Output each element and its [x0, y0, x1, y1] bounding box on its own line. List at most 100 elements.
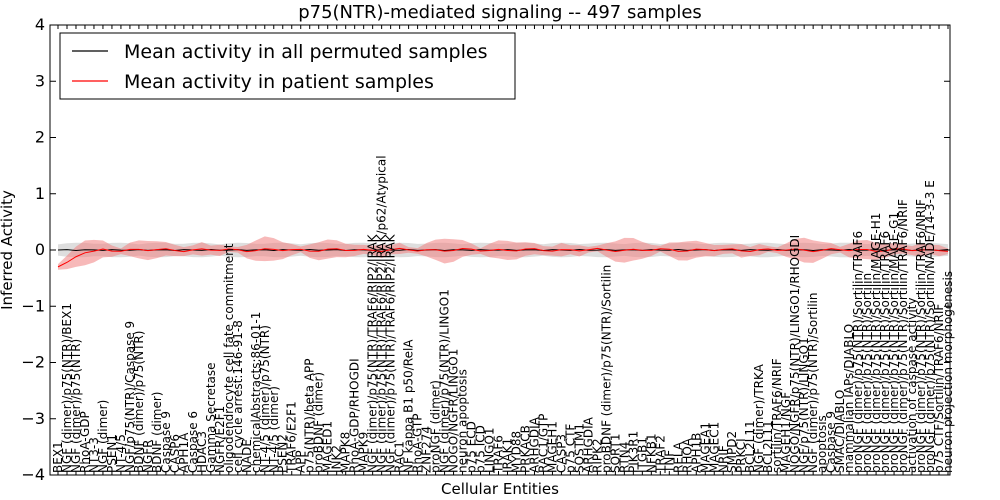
- x-category-label: RTN4: [617, 442, 631, 473]
- x-category-label: NGFR/E2F1: [213, 406, 227, 473]
- x-category-label: APP: [294, 450, 308, 473]
- x-category-label: TNF: [662, 450, 676, 474]
- x-category-label: p75 ICD: [474, 425, 488, 473]
- x-category-label: CASP3: [554, 434, 568, 473]
- y-tick-label: −2: [21, 353, 45, 372]
- x-category-label: RAC1/GTP: [536, 414, 550, 473]
- x-category-label: NGF (dimer)/p75(NTR)/TRAF6/RIP2/IRAK/p62…: [375, 155, 389, 473]
- x-category-label: PRKACB: [518, 425, 532, 473]
- x-category-label: oligodendrocyte cell fate commitment: [222, 243, 236, 473]
- x-category-label: MAGEH1: [545, 421, 559, 473]
- x-category-label: mammalian IAPs/DIABLO: [842, 324, 856, 473]
- x-category-label: CASP6: [168, 434, 182, 473]
- x-category-label: Caspase 9: [824, 411, 838, 473]
- y-tick-label: −1: [21, 296, 45, 315]
- x-category-label: BCL2L11: [761, 420, 775, 473]
- x-category-label: BDNF (dimer): [150, 392, 164, 474]
- x-category-label: NGF (dimer)/p75(NTR)/TRAF6/RIP2/IRAK: [366, 233, 380, 473]
- x-category-label: RHOA: [680, 437, 694, 473]
- x-category-label: activation of caspase activity: [905, 298, 919, 473]
- x-category-label: proNGF (dimer)/p75(NTR)/Sortilin/NADE/14…: [923, 180, 937, 473]
- x-category-label: Caspase 9: [159, 411, 173, 473]
- y-axis-label: Inferred Activity: [0, 190, 16, 310]
- x-category-label: neuron apoptosis: [456, 369, 470, 473]
- x-category-label: ITGB1: [635, 437, 649, 473]
- x-category-label: NFKB1: [644, 433, 658, 473]
- x-category-label: p75 CTF: [563, 424, 577, 473]
- x-category-label: proNGF (dimer)/p75(NTR)/Sortilin/MAGE-H1: [869, 213, 883, 473]
- x-category-label: NGF (dimer)/TRKA: [752, 363, 766, 473]
- x-category-label: NT3-3: [87, 437, 101, 473]
- x-category-label: APH1A: [177, 432, 191, 473]
- x-category-label: Caspase 6: [186, 411, 200, 473]
- x-category-label: NGF (dimer)/p75(NTR)/Sortilin: [806, 293, 820, 474]
- x-category-label: HDAC3: [195, 431, 209, 473]
- x-axis-label: Cellular Entities: [441, 480, 559, 498]
- x-category-label: apoptosis: [815, 415, 829, 473]
- x-category-label: TRAF6/E2F1: [285, 401, 299, 474]
- x-category-label: proBDNF (dimer): [312, 372, 326, 473]
- x-category-label: TRAF6: [492, 435, 506, 474]
- x-category-label: RAC1: [393, 441, 407, 473]
- x-category-label: ARHGDIA: [527, 416, 541, 473]
- x-category-label: NOGO/NGFR/LINGO1: [447, 349, 461, 473]
- x-category-label: SMPD2: [725, 431, 739, 473]
- series-line-patient: [57, 247, 949, 268]
- x-category-label: NGFR: [141, 439, 155, 473]
- x-category-label: p75(NTR)/beta APP: [303, 359, 317, 474]
- legend: Mean activity in all permuted samples Me…: [59, 32, 516, 100]
- x-category-label: proBDNF (dimer)/p75(NTR)/Sortilin: [599, 265, 613, 473]
- x-category-label: MAGED1: [321, 421, 335, 473]
- x-category-label: BEX1: [51, 441, 65, 473]
- x-category-label: NGF/p75(NTR)/LINGO1: [797, 337, 811, 473]
- x-category-label: NGF (dimer)/p75(NTR)/BEX1: [60, 303, 74, 473]
- x-category-label: proNGF (dimer)/p75(NTR)/Sortilin/TRAF6/N…: [914, 199, 928, 473]
- y-tick-label: −3: [21, 409, 45, 428]
- x-category-label: proNGF (dimer): [429, 380, 443, 473]
- x-category-label: PIK3R1: [626, 431, 640, 473]
- x-category-label: p75 CTF/Sortilin/TRAF6/NRIF: [932, 304, 946, 473]
- x-category-label: NGF (dimer): [96, 400, 110, 473]
- legend-label-patient: Mean activity in patient samples: [124, 71, 434, 93]
- x-category-label: sortilin/TRAF6/NRIF: [770, 358, 784, 473]
- legend-box: [59, 32, 516, 100]
- chart-title: p75(NTR)-mediated signaling -- 497 sampl…: [298, 2, 702, 23]
- x-category-label: NF kappa B1 p50/RelA: [402, 339, 416, 473]
- x-category-label: PSEN1: [105, 434, 119, 473]
- x-category-label: RELA: [671, 441, 685, 473]
- legend-label-permuted: Mean activity in all permuted samples: [124, 41, 487, 63]
- x-category-label: LINGO1: [483, 427, 497, 473]
- x-category-label: SMAC/DIABLO: [833, 390, 847, 473]
- x-category-label: NT-4/5 (dimer)/p75(NTR): [258, 325, 272, 473]
- x-category-label: MAPK9: [357, 432, 371, 473]
- x-category-label: MAPK8: [339, 432, 353, 473]
- x-category-label: MYD88: [509, 431, 523, 473]
- x-category-label: NRIF: [716, 445, 730, 473]
- x-category-label: APH1B: [689, 433, 703, 473]
- x-category-label: IRAK1: [500, 438, 514, 473]
- y-tick-label: 4: [35, 15, 45, 34]
- x-category-label: JNK2: [330, 445, 344, 474]
- x-category-label: RIPK2: [590, 438, 604, 473]
- x-category-label: proNGF (dimer)/p75(NTR)/Sortilin/TRAF6: [851, 231, 865, 473]
- x-category-label: BCL2L11: [743, 420, 757, 473]
- x-category-label: RhoA-GDP: [78, 411, 92, 473]
- x-category-label: NGF (dimer)/p75(NTR): [69, 339, 83, 473]
- x-category-label: PRKCI: [734, 438, 748, 473]
- band-patient: [58, 236, 948, 270]
- x-category-label: NGF/p75(NTR)/Caspase 9: [123, 321, 137, 473]
- x-category-label: SQSTM1: [572, 423, 586, 473]
- x-axis-ticks: [57, 25, 949, 475]
- x-category-label: cell cycle arrest:146-91-8: [231, 320, 245, 473]
- x-category-label: PSEN2: [276, 434, 290, 473]
- x-category-label: RhoA-GTP: [411, 414, 425, 473]
- x-category-label: TRAF2: [653, 435, 667, 474]
- x-category-label: neuron projection morphogenesis: [941, 271, 955, 473]
- x-category-label: p75 ECD: [465, 421, 479, 473]
- x-category-label: MAGEA1: [698, 422, 712, 473]
- x-category-label: proNGF (dimer)/p75(NTR)/Sortilin/TRAF6: [878, 231, 892, 473]
- y-tick-label: −4: [21, 465, 45, 484]
- x-category-label: MAGEH1/NGF: [779, 392, 793, 473]
- x-category-label: proNGF (dimer)/p75(NTR)/Sortilin: [860, 273, 874, 473]
